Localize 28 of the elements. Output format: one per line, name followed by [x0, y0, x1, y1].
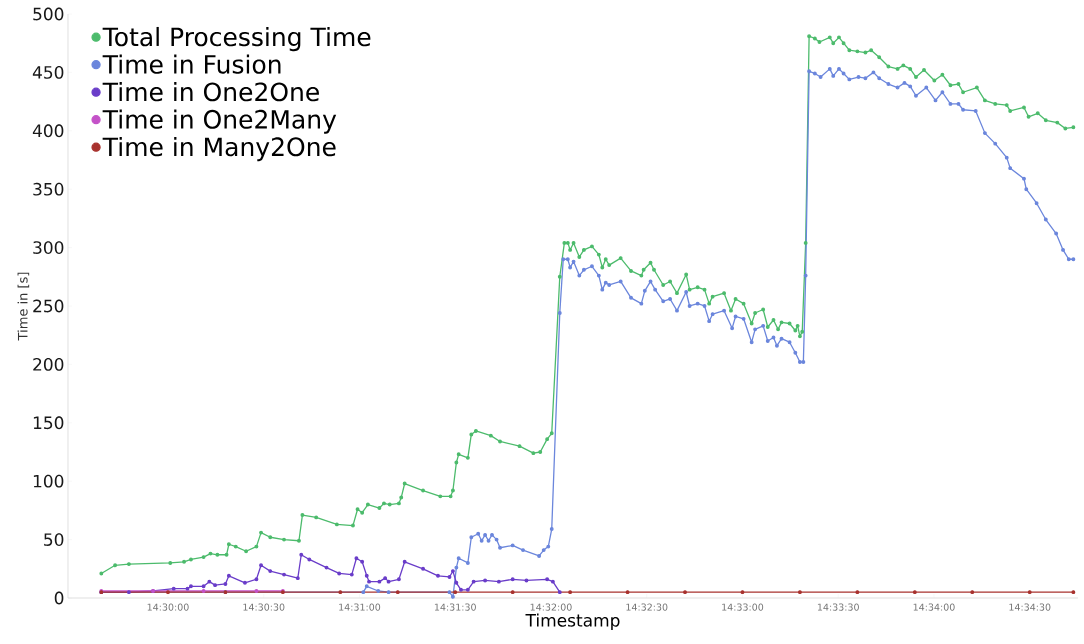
x-axis-title: Timestamp	[525, 613, 620, 631]
legend-label: Time in Many2One	[102, 136, 336, 162]
y-tick-label: 450	[32, 65, 64, 79]
y-tick-label: 350	[33, 182, 64, 196]
x-tick-label: 14:30:30	[243, 603, 285, 611]
x-tick-label: 14:33:00	[722, 603, 764, 611]
legend-label: Total Processing Time	[102, 26, 371, 52]
x-tick-label: 14:31:00	[339, 603, 381, 611]
x-tick-label: 14:30:00	[147, 603, 189, 611]
x-tick-label: 14:33:30	[817, 603, 859, 611]
legend-label: Time in One2One	[102, 81, 319, 102]
x-tick-label: 14:32:30	[626, 603, 668, 611]
y-tick-label: 300	[33, 241, 64, 255]
y-tick-label: 250	[33, 299, 64, 313]
x-tick-label: 14:34:00	[913, 603, 955, 611]
y-tick-label: 200	[33, 357, 64, 371]
y-tick-label: 100	[33, 474, 64, 488]
legend-label: Time in Fusion	[102, 54, 281, 74]
x-tick-label: 14:31:30	[434, 603, 476, 611]
y-axis-title: Time in [s]	[17, 272, 30, 341]
y-tick-label: 150	[33, 416, 64, 430]
y-tick-label: 0	[54, 591, 64, 605]
y-tick-label: 500	[33, 7, 64, 21]
legend-label: Time in One2Many	[102, 109, 337, 134]
x-tick-label: 14:32:00	[530, 603, 572, 611]
x-tick-label: 14:34:30	[1009, 603, 1051, 611]
y-tick-label: 400	[32, 124, 64, 138]
y-tick-label: 50	[44, 533, 64, 547]
